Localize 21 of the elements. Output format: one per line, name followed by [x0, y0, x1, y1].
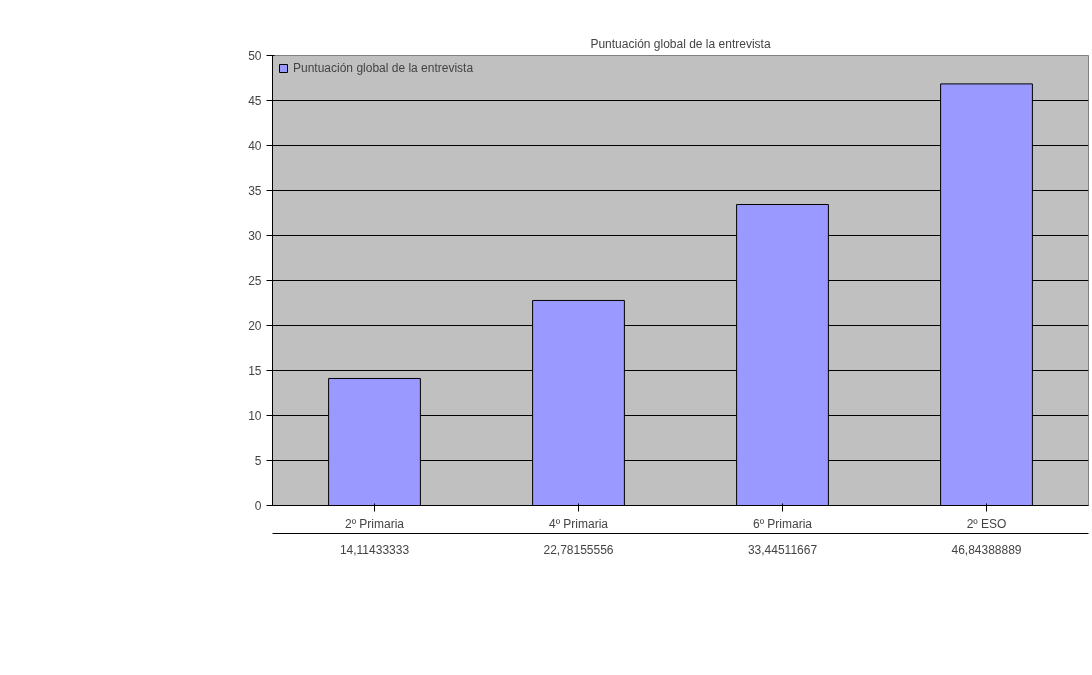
data-label: 22,78155556	[543, 542, 614, 557]
data-label: 46,84388889	[951, 542, 1022, 557]
y-tick-label: 50	[248, 49, 262, 63]
y-tick-label: 40	[248, 139, 262, 153]
y-tick-label: 10	[248, 409, 262, 423]
y-tick-label: 20	[248, 319, 262, 333]
y-tick-label: 0	[254, 499, 262, 513]
y-tick-label: 30	[248, 229, 262, 243]
y-tick-label: 5	[254, 454, 262, 468]
x-tick-label: 6º Primaria	[752, 516, 813, 531]
y-tick-label: 35	[248, 184, 262, 198]
x-tick-label: 2º ESO	[966, 516, 1007, 531]
data-label: 14,11433333	[339, 542, 410, 557]
y-tick-label: 25	[248, 274, 262, 288]
y-tick-label: 15	[248, 364, 262, 378]
chart-title: Puntuación global de la entrevista	[590, 36, 771, 51]
x-tick-label: 4º Primaria	[548, 516, 609, 531]
y-tick-label: 45	[248, 94, 262, 108]
x-tick-label: 2º Primaria	[344, 516, 405, 531]
data-label: 33,44511667	[747, 542, 818, 557]
legend-label: Puntuación global de la entrevista	[293, 61, 474, 75]
